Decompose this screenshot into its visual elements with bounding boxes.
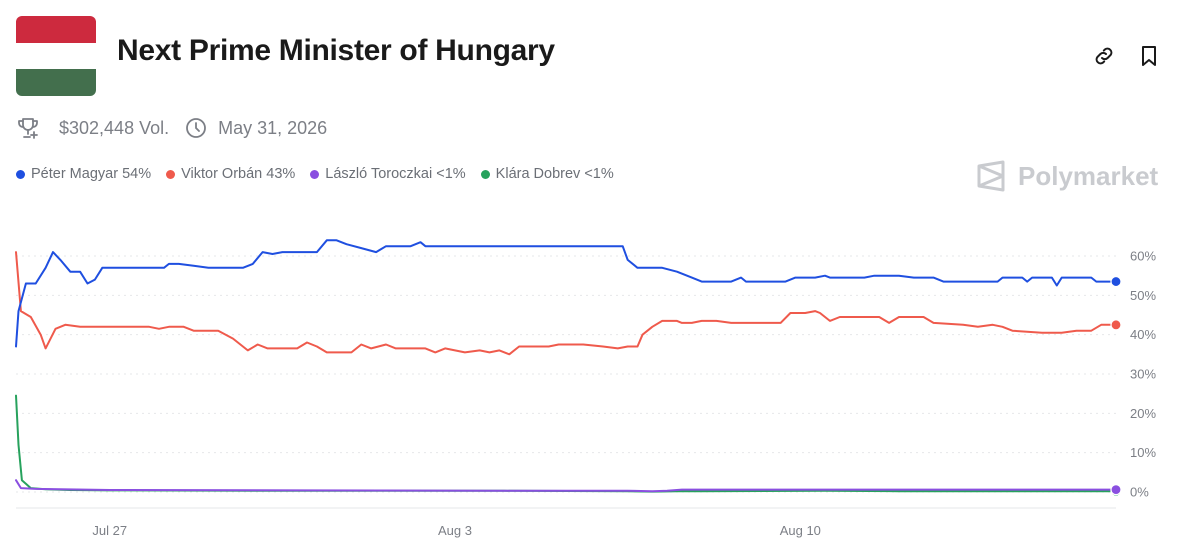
clock-icon (184, 116, 208, 140)
flag-stripe-white (16, 42, 96, 70)
link-icon[interactable] (1092, 44, 1116, 68)
y-tick-label: 40% (1130, 327, 1156, 342)
legend-label: Klára Dobrev <1% (495, 166, 614, 182)
y-tick-label: 20% (1130, 406, 1156, 421)
legend-dot (16, 169, 25, 179)
end-date-text: May 31, 2026 (218, 117, 328, 138)
legend-label: László Toroczkai <1% (325, 166, 466, 182)
series-line-kl-ra-dobrev (15, 394, 1117, 493)
polymarket-logo-icon (977, 160, 1005, 192)
y-tick-label: 60% (1130, 249, 1156, 264)
series-line-l-szl-toroczkai (15, 479, 1117, 493)
x-tick-label: Aug 3 (438, 523, 472, 538)
brand-name: Polymarket (1018, 160, 1159, 191)
page-title: Next Prime Minister of Hungary (117, 34, 555, 67)
series-endpoint-l-szl-toroczkai (1110, 484, 1122, 496)
trophy-icon (16, 116, 40, 140)
legend-dot (480, 169, 490, 179)
legend-label: Viktor Orbán 43% (181, 166, 296, 182)
legend-label: Péter Magyar 54% (31, 166, 152, 182)
flag-stripe-green (16, 69, 96, 96)
price-history-chart[interactable]: 60% 50% 40% 30% 20% 10% 0% Jul 27 Aug 3 Aug 10 (0, 200, 1187, 540)
series-endpoint-p-ter-magyar (1110, 275, 1122, 288)
series-line-viktor-orb-n (15, 251, 1117, 356)
bookmark-icon[interactable] (1137, 44, 1161, 68)
legend-item-peter-magyar: Péter Magyar 54% (16, 166, 151, 182)
y-tick-label: 0% (1130, 485, 1149, 500)
series-line-p-ter-magyar (15, 239, 1117, 348)
flag-stripe-red (16, 16, 96, 43)
x-tick-label: Jul 27 (92, 523, 127, 538)
y-tick-label: 50% (1130, 288, 1156, 303)
y-tick-label: 10% (1130, 445, 1156, 460)
volume-text: $302,448 Vol. (59, 117, 170, 138)
hungary-flag (16, 16, 96, 96)
polymarket-brand: Polymarket (976, 160, 1158, 192)
chart-legend: Péter Magyar 54% Viktor Orbán 43% László… (16, 166, 629, 182)
x-tick-label: Aug 10 (780, 523, 821, 538)
legend-item-klara-dobrev: Klára Dobrev <1% (480, 166, 614, 182)
legend-item-laszlo-toroczkai: László Toroczkai <1% (310, 166, 466, 182)
market-meta: $302,448 Vol. May 31, 2026 (16, 116, 327, 140)
series-endpoint-viktor-orb-n (1110, 319, 1122, 331)
y-tick-label: 30% (1130, 367, 1156, 382)
legend-item-viktor-orban: Viktor Orbán 43% (166, 166, 295, 182)
legend-dot (166, 169, 176, 179)
legend-dot (310, 169, 320, 179)
